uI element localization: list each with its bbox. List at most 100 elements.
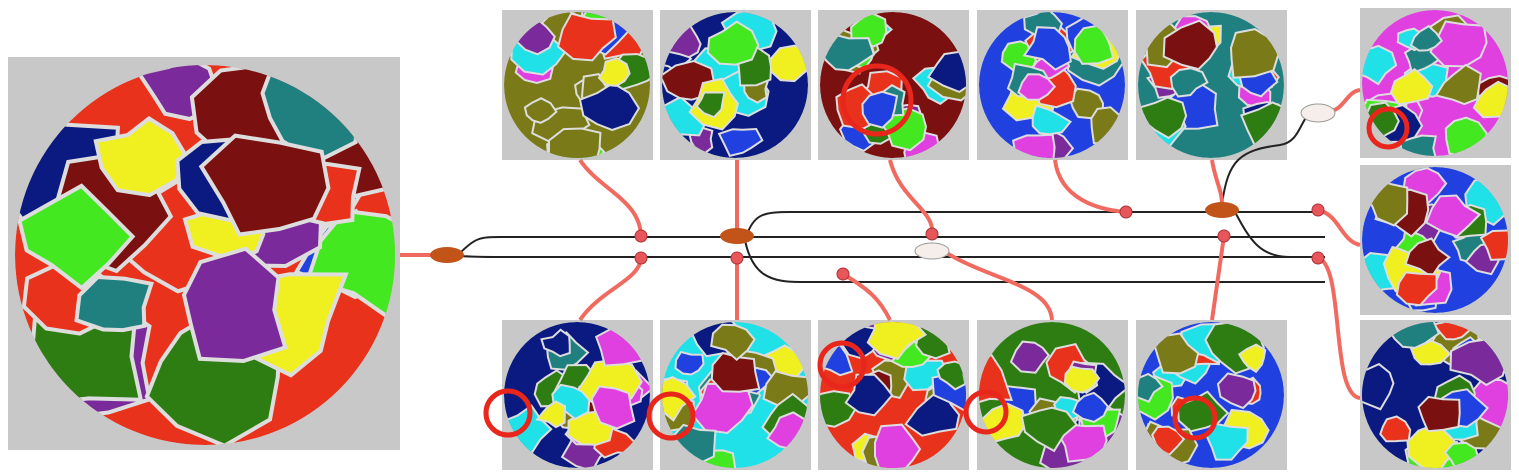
red-link bbox=[841, 272, 892, 321]
segment bbox=[523, 97, 558, 124]
segment bbox=[1020, 406, 1078, 453]
orange-node bbox=[430, 247, 464, 263]
segment bbox=[540, 328, 571, 358]
segment bbox=[1022, 26, 1072, 71]
highlight-circle bbox=[1172, 395, 1218, 441]
branch-line bbox=[1221, 113, 1311, 205]
segment bbox=[535, 400, 567, 429]
segment bbox=[695, 91, 726, 119]
red-link bbox=[1210, 159, 1224, 205]
red-node bbox=[1119, 205, 1133, 219]
segment bbox=[717, 127, 764, 157]
segment bbox=[1031, 104, 1073, 136]
segmentation bbox=[979, 322, 1125, 468]
red-node bbox=[730, 251, 744, 265]
segment bbox=[74, 274, 155, 333]
segment bbox=[662, 375, 697, 422]
orange-node bbox=[1205, 202, 1239, 218]
segment bbox=[706, 20, 760, 66]
segment bbox=[861, 90, 899, 129]
segment bbox=[1389, 68, 1434, 106]
segment bbox=[1404, 237, 1451, 279]
highlight-circle bbox=[483, 388, 533, 438]
branch-line bbox=[1234, 211, 1291, 258]
segment bbox=[1409, 339, 1452, 366]
nodes bbox=[430, 103, 1336, 281]
segment bbox=[874, 423, 922, 468]
segment bbox=[1011, 133, 1056, 158]
segment bbox=[1379, 415, 1412, 443]
red-node bbox=[634, 251, 648, 265]
segment bbox=[1009, 340, 1050, 374]
red-link bbox=[1317, 256, 1361, 400]
segment bbox=[1409, 24, 1444, 52]
segment bbox=[1162, 19, 1218, 71]
segmentation bbox=[15, 65, 395, 445]
red-node bbox=[925, 227, 939, 241]
segment bbox=[1017, 73, 1057, 101]
highlight-circle bbox=[1366, 106, 1410, 150]
segment bbox=[597, 57, 631, 87]
highlight-circle bbox=[817, 340, 867, 390]
segment bbox=[551, 383, 591, 421]
segment bbox=[590, 385, 636, 430]
segment bbox=[17, 183, 136, 291]
branch-line bbox=[459, 255, 1325, 258]
red-link bbox=[578, 158, 643, 237]
segment bbox=[1479, 228, 1508, 261]
highlights bbox=[483, 63, 1410, 441]
segment bbox=[181, 246, 288, 364]
segment bbox=[1362, 362, 1395, 411]
red-node bbox=[634, 229, 648, 243]
segment bbox=[1071, 391, 1110, 423]
segment bbox=[198, 133, 331, 237]
branch-line bbox=[744, 239, 1325, 283]
segment bbox=[710, 323, 756, 362]
segment bbox=[556, 12, 617, 62]
orange-node bbox=[720, 228, 754, 244]
red-node bbox=[1311, 251, 1325, 265]
highlight-circle bbox=[646, 391, 696, 441]
red-link bbox=[1317, 208, 1361, 247]
segment bbox=[547, 127, 602, 158]
red-link bbox=[1210, 235, 1226, 321]
red-node bbox=[836, 267, 850, 281]
segment bbox=[1216, 372, 1257, 410]
segment bbox=[93, 115, 188, 198]
highlight-circle bbox=[840, 63, 914, 137]
segment bbox=[1417, 395, 1461, 433]
segment bbox=[710, 351, 761, 393]
segment bbox=[1425, 194, 1482, 238]
segment bbox=[674, 350, 705, 376]
segment bbox=[1063, 365, 1101, 394]
red-link bbox=[578, 257, 643, 322]
red-node bbox=[1311, 203, 1325, 217]
segment bbox=[1153, 332, 1200, 375]
branch-line bbox=[459, 236, 1325, 254]
segmentation bbox=[1138, 12, 1284, 158]
segment bbox=[1434, 63, 1482, 106]
red-node bbox=[1217, 229, 1231, 243]
red-link bbox=[888, 159, 935, 235]
segmentation bbox=[662, 12, 808, 158]
segment bbox=[1169, 67, 1209, 98]
segment bbox=[844, 373, 894, 417]
highlight-circle bbox=[963, 389, 1009, 435]
segment bbox=[305, 208, 395, 322]
segment bbox=[578, 81, 641, 132]
segmentation bbox=[1362, 167, 1508, 313]
segment bbox=[1138, 372, 1164, 403]
segment bbox=[1395, 271, 1438, 307]
red-link bbox=[943, 250, 1054, 321]
white-node bbox=[1300, 103, 1336, 123]
red-link bbox=[1053, 159, 1127, 214]
segmentation bbox=[504, 12, 650, 158]
segment bbox=[1229, 28, 1280, 79]
branch-line bbox=[747, 211, 1325, 233]
white-node bbox=[914, 242, 950, 260]
segment bbox=[1237, 343, 1267, 374]
segment bbox=[1205, 422, 1249, 461]
segmentation bbox=[504, 322, 650, 468]
